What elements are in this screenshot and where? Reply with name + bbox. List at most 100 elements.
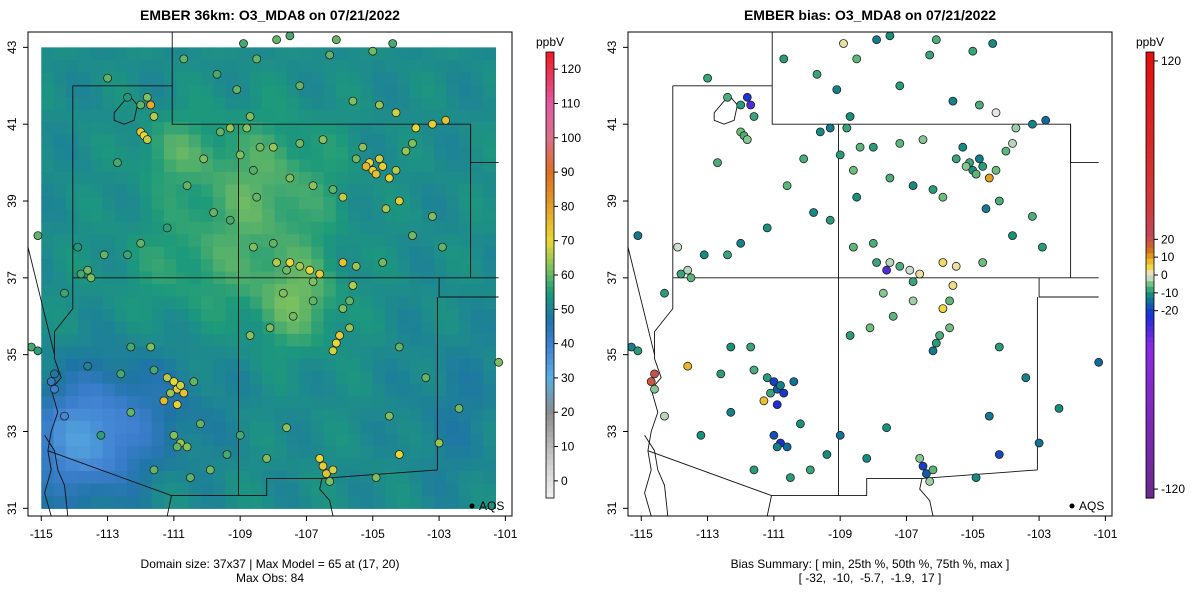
- colorbar-segment: [1146, 470, 1154, 477]
- model-cell: [237, 259, 251, 273]
- model-cell: [164, 209, 177, 223]
- model-cell: [139, 221, 153, 235]
- model-cell: [225, 470, 239, 484]
- model-cell: [434, 321, 447, 335]
- station-marker: [172, 400, 182, 410]
- model-cell: [335, 383, 349, 397]
- model-cell: [384, 308, 398, 323]
- station-marker: [696, 430, 706, 440]
- model-cell: [53, 333, 67, 347]
- model-cell: [274, 470, 288, 484]
- model-cell: [262, 184, 276, 198]
- model-cell: [188, 246, 202, 260]
- colorbar-segment: [546, 341, 554, 349]
- model-cell: [483, 109, 497, 123]
- model-cell: [434, 483, 447, 497]
- model-cell: [78, 296, 91, 310]
- model-cell: [372, 358, 386, 372]
- model-cell: [470, 147, 484, 161]
- model-cell: [323, 221, 337, 235]
- model-cell: [483, 84, 497, 98]
- colorbar-segment: [1146, 436, 1154, 443]
- model-cell: [225, 321, 239, 335]
- colorbar-segment: [546, 196, 554, 204]
- colorbar-segment: [546, 369, 554, 376]
- colorbar-segment: [546, 241, 554, 248]
- model-cell: [114, 47, 128, 61]
- model-cell: [323, 358, 337, 372]
- model-cell: [90, 371, 104, 385]
- colorbar-segment: [546, 163, 554, 170]
- model-cell: [470, 470, 484, 484]
- colorbar-segment: [1146, 330, 1154, 337]
- model-cell: [470, 333, 484, 347]
- colorbar-segment: [546, 85, 554, 92]
- map-axes: -115 -113 -111 -109 -107 -105 -103 -10131333537…: [605, 40, 1118, 541]
- model-cell: [274, 446, 288, 460]
- colorbar-tick-label: 120: [1161, 54, 1181, 68]
- model-cell: [213, 346, 226, 360]
- panel-title: EMBER bias: O3_MDA8 on 07/21/2022: [744, 7, 996, 23]
- model-cell: [90, 97, 104, 111]
- model-cell: [53, 47, 67, 61]
- model-cell: [360, 122, 374, 136]
- model-cell: [176, 246, 190, 260]
- model-cell: [360, 383, 374, 397]
- model-cell: [176, 333, 190, 347]
- station-marker: [285, 32, 295, 41]
- model-cell: [299, 495, 312, 509]
- colorbar-segment: [1146, 91, 1154, 98]
- model-cell: [90, 196, 104, 210]
- model-cell: [458, 221, 472, 235]
- station-marker: [176, 380, 185, 390]
- model-cell: [483, 234, 497, 248]
- model-cell: [397, 421, 411, 435]
- model-cell: [409, 458, 423, 472]
- model-cell: [360, 433, 374, 447]
- model-cell: [360, 446, 374, 460]
- model-cell: [213, 59, 226, 73]
- colorbar-segment: [1146, 297, 1154, 304]
- station-marker: [235, 430, 245, 440]
- model-cell: [213, 495, 226, 509]
- station-marker: [971, 169, 981, 179]
- model-cell: [53, 271, 67, 285]
- station-marker: [172, 442, 182, 452]
- model-cell: [188, 321, 202, 335]
- model-cell: [409, 284, 423, 298]
- model-cell: [41, 47, 55, 61]
- colorbar-segment: [1146, 369, 1154, 376]
- model-cell: [446, 72, 460, 86]
- model-cell: [78, 209, 91, 223]
- station-marker: [50, 384, 59, 394]
- colorbar-segment: [1146, 302, 1154, 310]
- model-cell: [127, 209, 141, 223]
- station-marker: [146, 100, 156, 110]
- model-cell: [164, 159, 177, 173]
- station-marker: [394, 450, 404, 459]
- model-cell: [78, 59, 91, 73]
- model-cell: [102, 147, 116, 161]
- model-cell: [397, 259, 411, 273]
- model-cell: [188, 209, 202, 223]
- model-cell: [164, 483, 177, 497]
- model-cell: [41, 470, 55, 484]
- station-marker: [984, 411, 994, 421]
- station-marker: [895, 138, 905, 148]
- model-cell: [458, 358, 472, 372]
- model-cell: [78, 221, 91, 235]
- station-marker: [646, 377, 656, 387]
- model-cell: [335, 84, 349, 98]
- model-cell: [421, 147, 435, 161]
- model-cell: [176, 59, 190, 73]
- model-cell: [213, 321, 226, 335]
- model-cell: [434, 470, 447, 484]
- model-cell: [114, 59, 128, 73]
- station-marker: [882, 265, 891, 275]
- model-cell: [78, 495, 91, 509]
- station-marker: [288, 311, 298, 321]
- model-cell: [78, 346, 91, 360]
- colorbar-segment: [546, 68, 554, 75]
- model-cell: [434, 184, 447, 198]
- model-cell: [274, 358, 288, 372]
